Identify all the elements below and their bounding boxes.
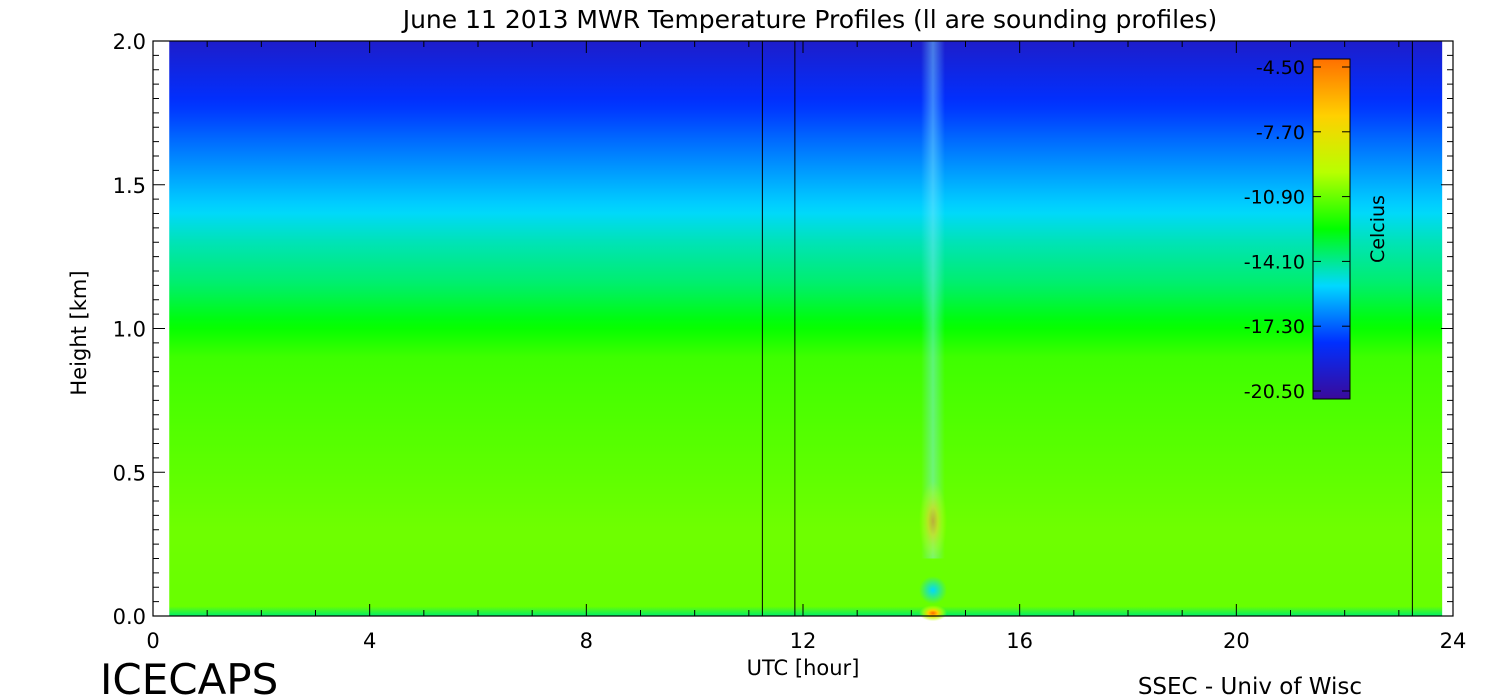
x-tick-label: 24 <box>1440 629 1467 653</box>
x-tick-label: 8 <box>580 629 593 653</box>
x-tick-label: 0 <box>146 629 159 653</box>
y-tick-label: 0.5 <box>113 461 146 485</box>
ssec-credit: SSEC - Univ of Wisc <box>1138 674 1362 700</box>
x-tick-label: 12 <box>790 629 817 653</box>
y-tick-label: 0.0 <box>113 605 146 629</box>
colorbar-label: Celcius <box>1367 195 1389 263</box>
colorbar-tick-label: -14.10 <box>1244 251 1305 273</box>
x-axis-label: UTC [hour] <box>747 656 860 680</box>
x-tick-label: 16 <box>1006 629 1033 653</box>
icecaps-label: ICECAPS <box>100 655 278 700</box>
colorbar-tick-label: -10.90 <box>1244 187 1305 209</box>
y-tick-label: 2.0 <box>113 30 146 54</box>
x-tick-label: 4 <box>363 629 376 653</box>
colorbar: -4.50 -7.70 -10.90 -14.10 -17.30 -20.50 Celciu… <box>1244 57 1389 403</box>
x-axis-ticks: 0 4 8 12 16 20 24 <box>146 41 1466 653</box>
colorbar-tick-label: -7.70 <box>1256 122 1305 144</box>
colorbar-tick-label: -4.50 <box>1256 57 1305 79</box>
y-tick-label: 1.0 <box>113 318 146 342</box>
colorbar-scale <box>1312 58 1351 400</box>
sounding-lines <box>761 41 1413 616</box>
y-axis-ticks: 0.0 0.5 1.0 1.5 2.0 <box>113 30 1453 629</box>
plot-area <box>169 41 1443 622</box>
temperature-field <box>169 41 1443 616</box>
colorbar-tick-label: -17.30 <box>1244 316 1305 338</box>
y-axis-label: Height [km] <box>67 270 91 395</box>
x-tick-label: 20 <box>1223 629 1250 653</box>
colorbar-tick-label: -20.50 <box>1244 381 1305 403</box>
y-tick-label: 1.5 <box>113 174 146 198</box>
warm-spike-feature-0 <box>919 41 947 622</box>
chart-title: June 11 2013 MWR Temperature Profiles (l… <box>401 5 1218 34</box>
